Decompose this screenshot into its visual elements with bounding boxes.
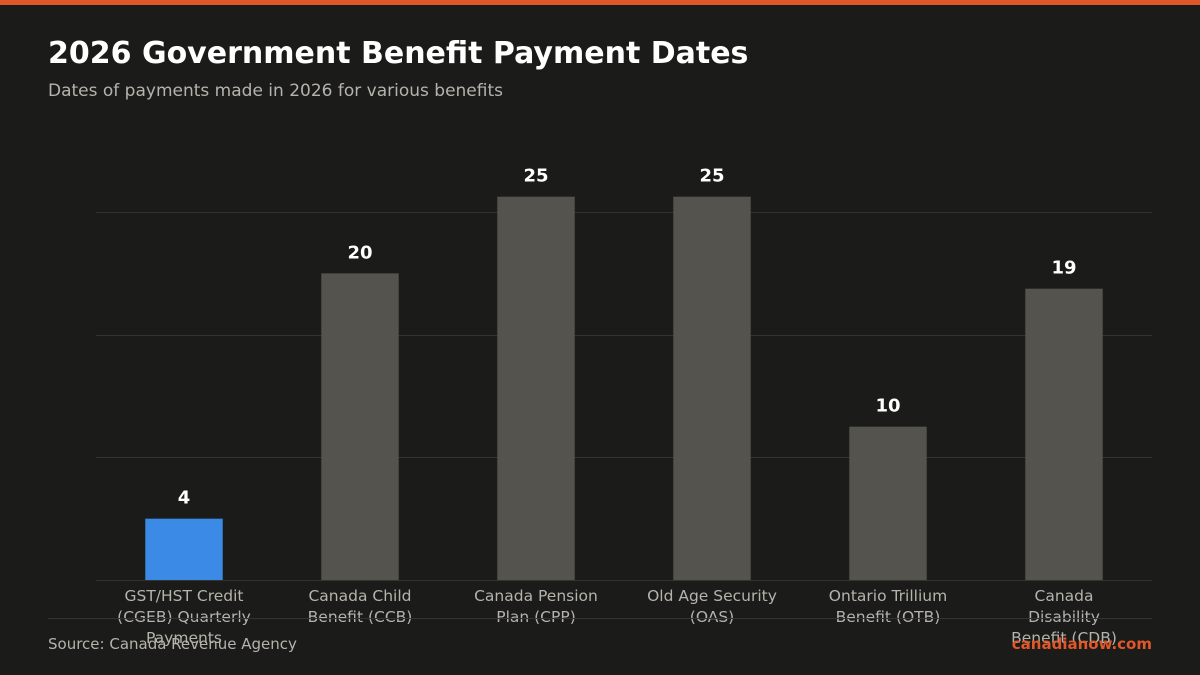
tick-label-line: Benefit (OTB)	[836, 608, 941, 626]
bars	[145, 196, 1103, 580]
tick-label-2: Canada Pension Plan (CPP)	[474, 587, 598, 626]
value-label-3: 25	[699, 166, 724, 187]
tick-label-line: (OAS)	[690, 608, 734, 626]
tick-label-line: Canada Child	[308, 587, 411, 605]
value-label-1: 20	[347, 242, 372, 263]
footer-divider	[48, 618, 1152, 619]
accent-top-bar	[0, 0, 1200, 5]
value-labels: 4 20 25 25 10 19	[178, 166, 1077, 509]
bar-0	[145, 518, 223, 580]
tick-label-line: Canada	[1035, 587, 1094, 605]
tick-label-1: Canada Child Benefit (CCB)	[308, 587, 413, 626]
value-label-2: 25	[523, 166, 548, 187]
tick-label-4: Ontario Trillium Benefit (OTB)	[829, 587, 947, 626]
tick-label-line: Old Age Security	[647, 587, 777, 605]
source-note: Source: Canada Revenue Agency	[48, 635, 297, 653]
tick-label-line: Benefit (CDB)	[1011, 629, 1117, 647]
gridlines	[96, 212, 1152, 581]
tick-label-line: Plan (CPP)	[496, 608, 576, 626]
bar-4	[849, 426, 927, 580]
tick-label-line: Ontario Trillium	[829, 587, 947, 605]
x-tick-labels: GST/HST Credit (CGEB) Quarterly Payments Ca…	[117, 587, 1117, 647]
bar-5	[1025, 288, 1103, 580]
tick-label-line: Disability	[1028, 608, 1100, 626]
chart-title: 2026 Government Benefit Payment Dates	[48, 36, 749, 71]
tick-label-line: GST/HST Credit	[124, 587, 243, 605]
value-label-4: 10	[875, 396, 900, 417]
brand-link[interactable]: canadianow.com	[1011, 635, 1152, 653]
tick-label-5: Canada Disability Benefit (CDB)	[1011, 587, 1117, 647]
chart-subtitle: Dates of payments made in 2026 for vario…	[48, 81, 503, 101]
bar-3	[673, 196, 751, 580]
value-label-0: 4	[178, 488, 191, 509]
tick-label-line: (CGEB) Quarterly	[117, 608, 251, 626]
tick-label-0: GST/HST Credit (CGEB) Quarterly Payments	[117, 587, 251, 647]
tick-label-3: Old Age Security (OAS)	[647, 587, 777, 626]
tick-label-line: Benefit (CCB)	[308, 608, 413, 626]
bar-2	[497, 196, 575, 580]
bar-1	[321, 273, 399, 580]
value-label-5: 19	[1051, 258, 1076, 279]
tick-label-line: Canada Pension	[474, 587, 598, 605]
tick-label-line: Payments	[146, 629, 222, 647]
